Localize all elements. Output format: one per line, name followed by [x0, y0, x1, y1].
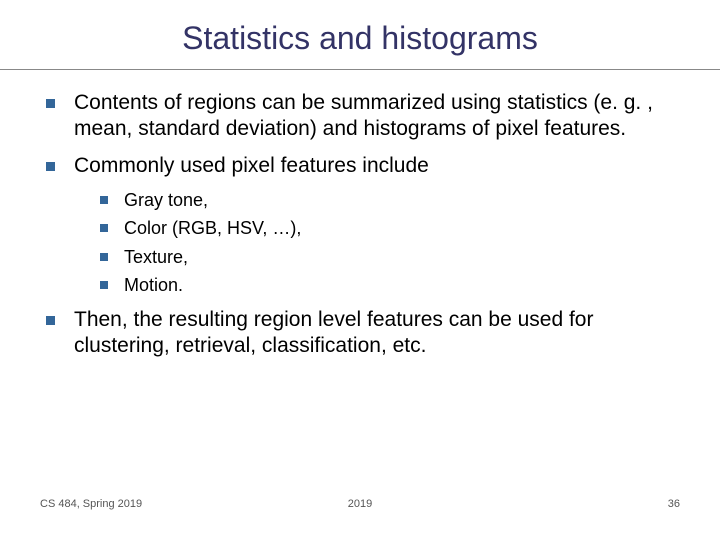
- bullet-item: Commonly used pixel features include Gra…: [40, 153, 680, 297]
- slide-content: Contents of regions can be summarized us…: [40, 90, 680, 490]
- bullet-item: Contents of regions can be summarized us…: [40, 90, 680, 143]
- slide-footer: CS 484, Spring 2019 2019 36: [40, 490, 680, 510]
- bullet-text: Commonly used pixel features include: [74, 154, 429, 177]
- bullet-list-level2: Gray tone, Color (RGB, HSV, …), Texture,…: [74, 189, 680, 297]
- footer-right: 36: [467, 498, 680, 510]
- sub-bullet-item: Motion.: [94, 274, 680, 297]
- sub-bullet-item: Gray tone,: [94, 189, 680, 212]
- sub-bullet-item: Color (RGB, HSV, …),: [94, 217, 680, 240]
- footer-center: 2019: [253, 498, 466, 510]
- bullet-item: Then, the resulting region level feature…: [40, 307, 680, 360]
- sub-bullet-item: Texture,: [94, 246, 680, 269]
- title-divider: [0, 69, 720, 70]
- footer-left: CS 484, Spring 2019: [40, 498, 253, 510]
- slide-title: Statistics and histograms: [40, 20, 680, 65]
- slide-container: Statistics and histograms Contents of re…: [0, 0, 720, 540]
- bullet-list-level1: Contents of regions can be summarized us…: [40, 90, 680, 359]
